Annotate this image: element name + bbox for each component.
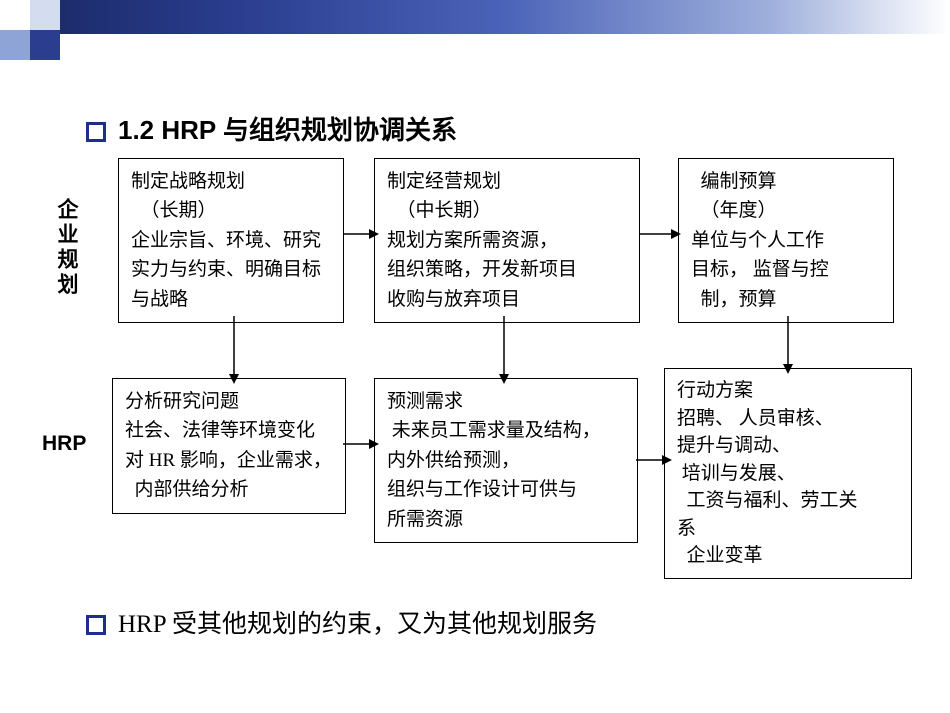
deco-square-3 xyxy=(30,30,60,60)
box-budget: 编制预算 （年度）单位与个人工作目标， 监督与控 制，预算 xyxy=(678,158,894,323)
note-row: HRP 受其他规划的约束，又为其他规划服务 xyxy=(86,604,597,640)
arrow-t2-t3 xyxy=(639,224,683,244)
row-label-top: 企业规划 xyxy=(52,198,82,298)
title-row: 1.2 HRP 与组织规划协调关系 xyxy=(86,110,457,147)
arrow-t2-b2 xyxy=(494,316,514,386)
box-business-plan: 制定经营规划 （中长期）规划方案所需资源，组织策略，开发新项目收购与放弃项目 xyxy=(374,158,640,323)
deco-square-1 xyxy=(30,0,60,30)
arrow-t3-b3 xyxy=(778,316,798,376)
box-action-plan: 行动方案招聘、 人员审核、提升与调动、 培训与发展、 工资与福利、劳工关系 企业… xyxy=(664,368,912,579)
note-text: HRP 受其他规划的约束，又为其他规划服务 xyxy=(118,604,597,640)
slide: { "layout":{ "canvas":{"w":950,"h":713},… xyxy=(0,0,950,713)
box-strategic-plan: 制定战略规划 （长期）企业宗旨、环境、研究实力与约束、明确目标与战略 xyxy=(118,158,344,323)
header-gradient xyxy=(60,0,950,34)
arrow-b1-b2 xyxy=(343,434,381,454)
arrow-b2-b3 xyxy=(636,450,674,470)
arrow-t1-t2 xyxy=(343,224,381,244)
box-analyze-issues: 分析研究问题社会、法律等环境变化对 HR 影响，企业需求， 内部供给分析 xyxy=(112,378,346,514)
note-bullet-icon xyxy=(86,615,106,635)
title-bullet-icon xyxy=(86,122,106,142)
slide-title: 1.2 HRP 与组织规划协调关系 xyxy=(118,110,457,147)
arrow-t1-b1 xyxy=(224,316,244,386)
deco-square-2 xyxy=(0,30,30,60)
box-forecast-demand: 预测需求 未来员工需求量及结构，内外供给预测，组织与工作设计可供与所需资源 xyxy=(374,378,638,543)
row-label-bottom: HRP xyxy=(42,432,86,456)
